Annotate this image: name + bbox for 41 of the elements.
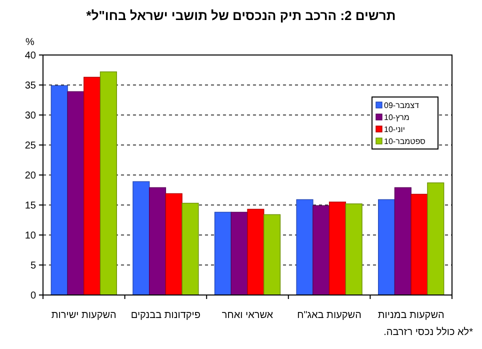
bar [67, 91, 84, 296]
bar [100, 71, 117, 296]
y-tick-label: 25 [24, 140, 36, 152]
bar [410, 194, 428, 296]
bar [148, 187, 166, 296]
legend-label: דצמבר-09 [384, 100, 420, 110]
y-tick-label: 10 [24, 230, 36, 242]
y-tick-label: 40 [24, 50, 36, 62]
y-tick-label: 30 [24, 110, 36, 122]
chart-title: תרשים 2: הרכב תיק הנכסים של תושבי ישראל בחו"ל* [86, 8, 396, 23]
bar [165, 193, 182, 296]
bar [214, 212, 232, 296]
bar [394, 187, 412, 296]
x-tick-label: השקעות באג"ח [297, 310, 362, 321]
x-tick-label: השקעות במניות [378, 310, 444, 321]
bar [182, 202, 199, 296]
bar [427, 182, 444, 296]
y-tick-label: 35 [24, 80, 36, 92]
legend-label: ספטמבר-10 [384, 136, 426, 146]
y-tick-label: 15 [24, 200, 36, 212]
bar [328, 202, 346, 296]
bar [378, 199, 396, 296]
legend-label: יוני-10 [384, 124, 405, 134]
legend-label: מרץ-10 [384, 112, 410, 122]
bar [296, 199, 314, 296]
x-tick-label: פיקדונות בבנקים [130, 310, 201, 321]
bar [132, 181, 150, 296]
bar [50, 85, 68, 296]
bar [84, 76, 101, 296]
y-tick-label: 5 [30, 260, 36, 272]
text: *לא כולל נכסי רזרבה. [384, 326, 474, 338]
x-tick-label: אשראי ואחר [222, 310, 274, 321]
bar [312, 205, 330, 296]
bar [264, 214, 281, 296]
bar [345, 203, 362, 296]
x-tick-label: השקעות ישירות [51, 310, 116, 321]
bar [230, 212, 248, 296]
y-tick-label: 20 [24, 170, 36, 182]
bar [247, 208, 264, 296]
y-tick-label: 0 [30, 290, 36, 302]
y-axis-title: % [26, 37, 35, 48]
